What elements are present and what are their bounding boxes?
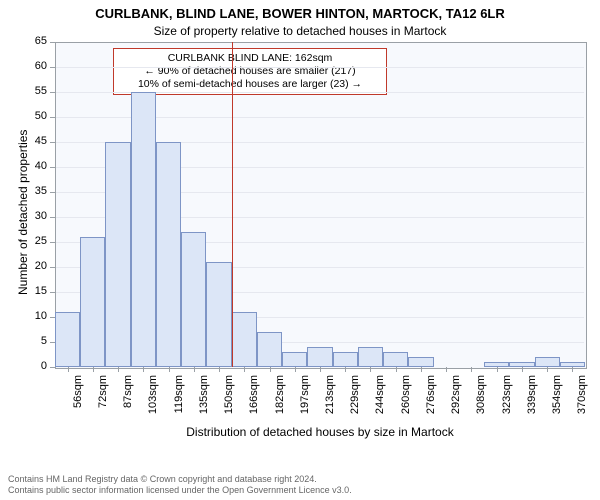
y-tick [50, 142, 55, 143]
x-tick [421, 367, 422, 372]
x-tick [244, 367, 245, 372]
x-tick-label: 276sqm [425, 375, 437, 423]
y-tick [50, 367, 55, 368]
histogram-bar [282, 352, 307, 367]
y-tick-label: 50 [25, 110, 47, 122]
x-tick-label: 135sqm [198, 375, 210, 423]
histogram-bar [307, 347, 332, 367]
x-tick [295, 367, 296, 372]
footer-line2: Contains public sector information licen… [8, 485, 352, 496]
x-tick [396, 367, 397, 372]
y-tick [50, 92, 55, 93]
x-tick-label: 308sqm [475, 375, 487, 423]
histogram-bar [80, 237, 105, 367]
x-tick [497, 367, 498, 372]
x-tick-label: 244sqm [374, 375, 386, 423]
x-tick [547, 367, 548, 372]
histogram-bar [383, 352, 408, 367]
histogram-bar [131, 92, 156, 367]
y-tick-label: 40 [25, 160, 47, 172]
x-tick-label: 166sqm [248, 375, 260, 423]
x-tick-label: 182sqm [274, 375, 286, 423]
x-tick-label: 370sqm [576, 375, 588, 423]
histogram-bar [257, 332, 282, 367]
x-tick [118, 367, 119, 372]
y-tick-label: 0 [25, 360, 47, 372]
chart-container: CURLBANK, BLIND LANE, BOWER HINTON, MART… [0, 0, 600, 500]
y-tick-label: 15 [25, 285, 47, 297]
x-tick [370, 367, 371, 372]
x-tick [169, 367, 170, 372]
x-tick [446, 367, 447, 372]
x-tick [68, 367, 69, 372]
y-tick [50, 292, 55, 293]
y-tick-label: 30 [25, 210, 47, 222]
x-tick-label: 229sqm [349, 375, 361, 423]
x-tick-label: 119sqm [173, 375, 185, 423]
y-tick [50, 192, 55, 193]
histogram-bar [105, 142, 130, 367]
histogram-bar [333, 352, 358, 367]
gridline [56, 67, 584, 68]
y-tick [50, 242, 55, 243]
histogram-bar [156, 142, 181, 367]
x-tick-label: 150sqm [223, 375, 235, 423]
y-tick [50, 117, 55, 118]
x-tick-label: 197sqm [299, 375, 311, 423]
y-tick [50, 217, 55, 218]
chart-subtitle: Size of property relative to detached ho… [0, 24, 600, 38]
y-tick-label: 65 [25, 35, 47, 47]
x-tick [93, 367, 94, 372]
histogram-bar [535, 357, 560, 367]
x-tick-label: 292sqm [450, 375, 462, 423]
annotation-line1: CURLBANK BLIND LANE: 162sqm [120, 52, 380, 65]
footer-text: Contains HM Land Registry data © Crown c… [8, 474, 352, 497]
x-tick-label: 354sqm [551, 375, 563, 423]
y-tick-label: 45 [25, 135, 47, 147]
reference-line [232, 42, 233, 367]
x-tick-label: 213sqm [324, 375, 336, 423]
histogram-bar [181, 232, 206, 367]
histogram-bar [206, 262, 231, 367]
x-tick [143, 367, 144, 372]
y-tick-label: 10 [25, 310, 47, 322]
x-axis-label: Distribution of detached houses by size … [55, 425, 585, 439]
x-tick-label: 56sqm [72, 375, 84, 423]
x-tick [194, 367, 195, 372]
x-tick [320, 367, 321, 372]
x-tick-label: 87sqm [122, 375, 134, 423]
x-tick [345, 367, 346, 372]
x-tick-label: 323sqm [501, 375, 513, 423]
x-tick [522, 367, 523, 372]
histogram-bar [408, 357, 433, 367]
x-tick-label: 260sqm [400, 375, 412, 423]
histogram-bar [55, 312, 80, 367]
x-tick-label: 339sqm [526, 375, 538, 423]
annotation-line3: 10% of semi-detached houses are larger (… [120, 78, 380, 91]
x-tick [270, 367, 271, 372]
y-tick-label: 20 [25, 260, 47, 272]
y-tick-label: 35 [25, 185, 47, 197]
chart-title: CURLBANK, BLIND LANE, BOWER HINTON, MART… [0, 6, 600, 21]
x-tick [219, 367, 220, 372]
x-tick-label: 72sqm [97, 375, 109, 423]
y-tick [50, 167, 55, 168]
y-tick-label: 25 [25, 235, 47, 247]
y-tick-label: 55 [25, 85, 47, 97]
x-tick [572, 367, 573, 372]
x-tick [471, 367, 472, 372]
annotation-box: CURLBANK BLIND LANE: 162sqm ← 90% of det… [113, 48, 387, 95]
y-tick [50, 42, 55, 43]
footer-line1: Contains HM Land Registry data © Crown c… [8, 474, 352, 485]
y-tick [50, 267, 55, 268]
histogram-bar [232, 312, 257, 367]
y-tick [50, 67, 55, 68]
y-tick-label: 60 [25, 60, 47, 72]
x-tick-label: 103sqm [147, 375, 159, 423]
histogram-bar [358, 347, 383, 367]
y-tick-label: 5 [25, 335, 47, 347]
